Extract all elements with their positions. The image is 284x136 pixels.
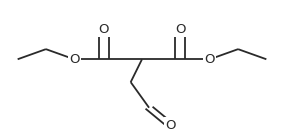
Text: O: O — [175, 23, 185, 36]
Text: O: O — [204, 53, 215, 66]
Text: O: O — [165, 119, 176, 132]
Text: O: O — [99, 23, 109, 36]
Text: O: O — [69, 53, 80, 66]
